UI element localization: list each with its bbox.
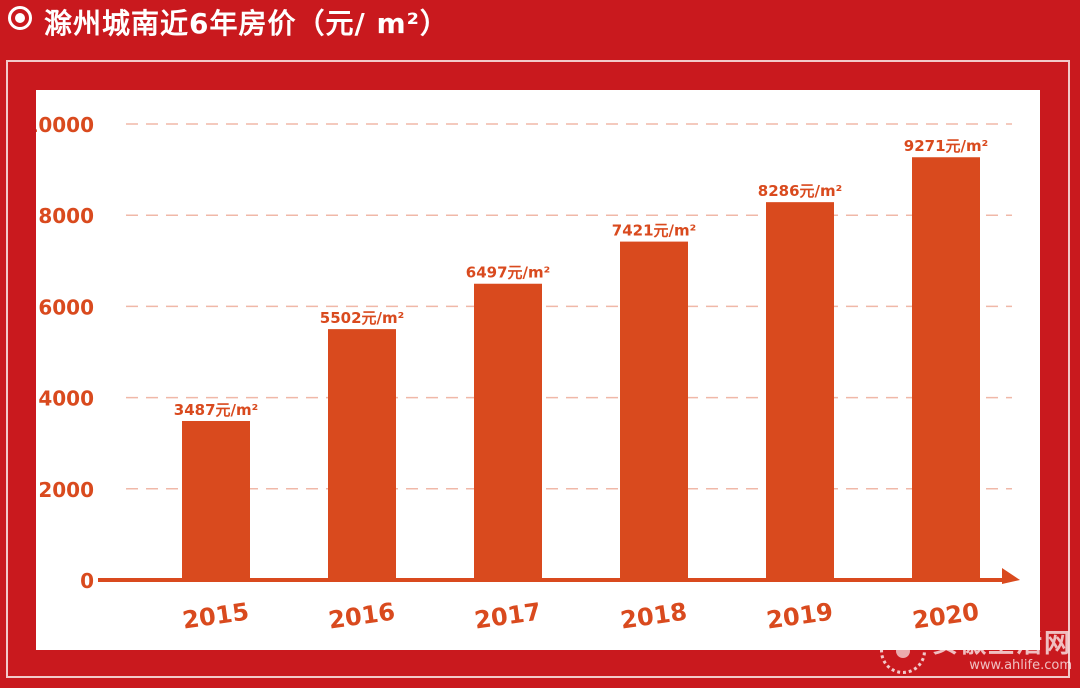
bar-value-label: 6497元/m² — [466, 264, 550, 282]
y-tick-label: 4000 — [38, 387, 94, 411]
x-tick-label: 2019 — [765, 598, 835, 635]
x-tick-label: 2018 — [619, 598, 689, 635]
x-tick-label: 2016 — [327, 598, 397, 635]
watermark-url: www.ahlife.com — [969, 657, 1072, 673]
site-logo-icon — [879, 628, 926, 674]
bar-chart: 0 2000 4000 6000 8000 10000 3487元/m² 2015 5502元/… — [36, 113, 1020, 635]
bar — [766, 202, 834, 581]
bar-value-label: 3487元/m² — [174, 401, 258, 419]
page-title: 滁州城南近6年房价（元/ m²） — [44, 7, 449, 40]
x-axis-arrow-icon — [1002, 568, 1020, 584]
y-tick-label: 0 — [80, 569, 94, 593]
watermark: 安徽生活网 www.ahlife.com — [879, 628, 1072, 674]
watermark-name: 安徽生活网 — [931, 628, 1072, 659]
title-bar: 滁州城南近6年房价（元/ m²） — [0, 0, 1080, 48]
chart-panel: 0 2000 4000 6000 8000 10000 3487元/m² 2015 5502元/… — [36, 90, 1040, 650]
bar — [912, 157, 980, 580]
radio-dot-icon — [8, 6, 32, 30]
bar — [620, 241, 688, 580]
bar-value-label: 5502元/m² — [320, 309, 404, 327]
bar-value-label: 7421元/m² — [612, 222, 696, 240]
x-tick-label: 2017 — [473, 598, 543, 635]
chart-frame — [6, 60, 1070, 678]
bar — [474, 283, 542, 580]
y-tick-label: 8000 — [38, 204, 94, 228]
x-tick-label: 2015 — [181, 598, 251, 635]
y-tick-label: 2000 — [38, 478, 94, 502]
y-tick-label: 10000 — [36, 113, 94, 137]
y-tick-label: 6000 — [38, 295, 94, 319]
bar-value-label: 9271元/m² — [904, 137, 988, 155]
bar — [182, 420, 250, 580]
bar — [328, 329, 396, 580]
bar-value-label: 8286元/m² — [758, 182, 842, 200]
